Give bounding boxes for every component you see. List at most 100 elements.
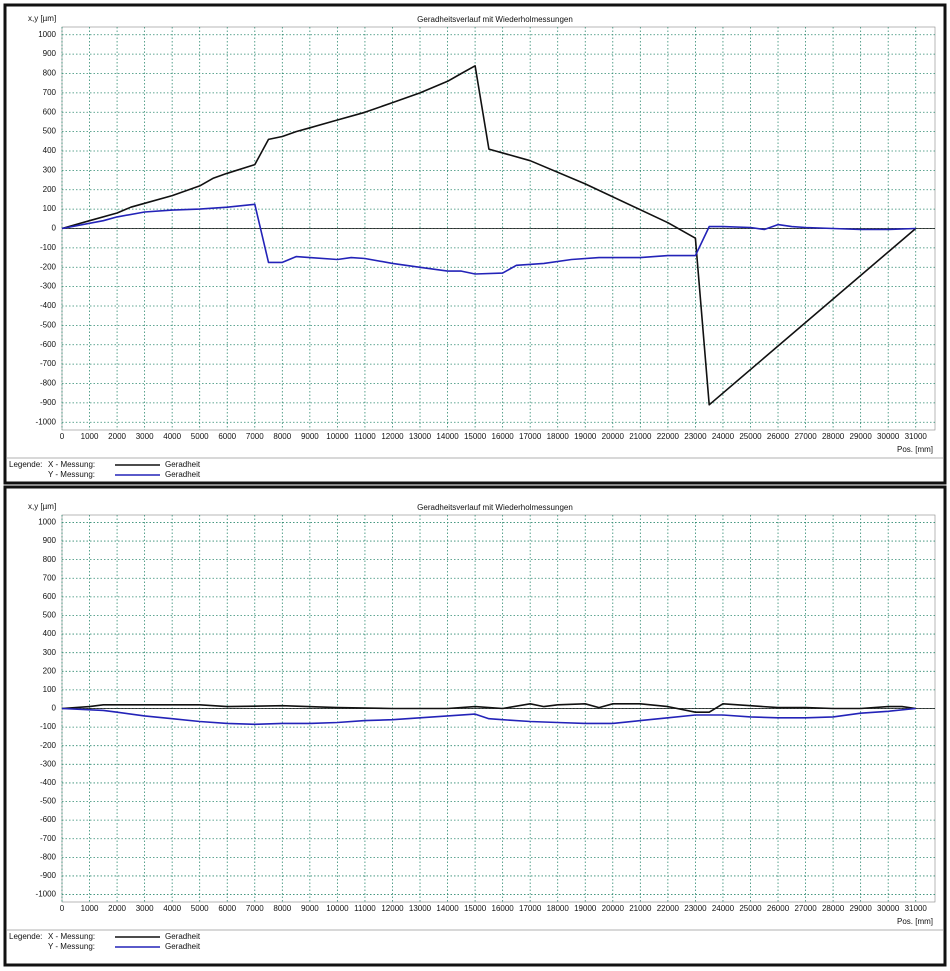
x-tick-label: 13000 [409, 432, 432, 441]
y-tick-label: 400 [43, 146, 57, 155]
x-tick-label: 26000 [767, 904, 790, 913]
x-tick-label: 24000 [712, 432, 735, 441]
x-tick-label: 5000 [191, 904, 209, 913]
y-tick-label: -200 [40, 262, 57, 271]
x-tick-label: 30000 [877, 904, 900, 913]
x-tick-label: 21000 [629, 904, 652, 913]
x-tick-label: 18000 [547, 904, 570, 913]
y-tick-label: -300 [40, 759, 57, 768]
y-tick-label: 600 [43, 107, 57, 116]
data-line [61, 65, 917, 406]
legend-title: Legende: [9, 932, 42, 941]
x-tick-label: 25000 [739, 432, 762, 441]
x-tick-label: 30000 [877, 432, 900, 441]
x-tick-label: 14000 [436, 904, 459, 913]
y-tick-label: -700 [40, 834, 57, 843]
x-tick-label: 31000 [905, 904, 928, 913]
y-tick-label: -700 [40, 359, 57, 368]
x-tick-label: 28000 [822, 432, 845, 441]
y-tick-label: 0 [52, 224, 57, 233]
y-tick-label: 200 [43, 185, 57, 194]
x-tick-label: 22000 [657, 432, 680, 441]
legend-label: Geradheit [165, 942, 201, 951]
x-tick-label: 7000 [246, 432, 264, 441]
y-tick-label: 100 [43, 204, 57, 213]
x-tick-label: 27000 [794, 904, 817, 913]
y-tick-label: -100 [40, 243, 57, 252]
y-tick-label: -500 [40, 320, 57, 329]
legend-measurement: X - Messung: [48, 932, 95, 941]
x-tick-label: 3000 [136, 432, 154, 441]
x-tick-label: 16000 [492, 904, 515, 913]
legend-title: Legende: [9, 460, 42, 469]
y-tick-label: 100 [43, 685, 57, 694]
x-tick-label: 14000 [436, 432, 459, 441]
x-tick-label: 15000 [464, 904, 487, 913]
x-tick-label: 31000 [905, 432, 928, 441]
x-tick-label: 12000 [381, 904, 404, 913]
y-tick-label: 700 [43, 573, 57, 582]
x-tick-label: 2000 [108, 432, 126, 441]
x-tick-label: 17000 [519, 904, 542, 913]
y-tick-label: -600 [40, 815, 57, 824]
x-axis-label: Pos. [mm] [897, 445, 933, 454]
legend-measurement: Y - Messung: [48, 942, 95, 951]
y-tick-label: -400 [40, 778, 57, 787]
y-tick-label: 200 [43, 666, 57, 675]
y-tick-label: -600 [40, 340, 57, 349]
y-tick-label: 300 [43, 648, 57, 657]
x-tick-label: 28000 [822, 904, 845, 913]
x-tick-label: 23000 [684, 904, 707, 913]
x-tick-label: 11000 [354, 432, 376, 441]
x-tick-label: 4000 [163, 432, 181, 441]
y-axis-label: x,y [µm] [28, 14, 56, 23]
x-tick-label: 27000 [794, 432, 817, 441]
y-tick-label: 800 [43, 69, 57, 78]
x-tick-label: 29000 [850, 904, 873, 913]
x-tick-label: 6000 [218, 432, 236, 441]
y-tick-label: -100 [40, 722, 57, 731]
x-tick-label: 16000 [492, 432, 515, 441]
y-tick-label: -900 [40, 398, 57, 407]
x-tick-label: 18000 [547, 432, 570, 441]
x-tick-label: 26000 [767, 432, 790, 441]
x-tick-label: 19000 [574, 432, 597, 441]
y-tick-label: 900 [43, 49, 57, 58]
y-tick-label: -400 [40, 301, 57, 310]
y-tick-label: 500 [43, 127, 57, 136]
x-axis-label: Pos. [mm] [897, 917, 933, 926]
x-tick-label: 13000 [409, 904, 432, 913]
x-tick-label: 20000 [602, 432, 625, 441]
y-axis-label: x,y [µm] [28, 502, 56, 511]
x-tick-label: 19000 [574, 904, 597, 913]
y-tick-label: -800 [40, 379, 57, 388]
x-tick-label: 9000 [301, 904, 319, 913]
x-tick-label: 9000 [301, 432, 319, 441]
x-tick-label: 8000 [273, 432, 291, 441]
y-tick-label: 800 [43, 555, 57, 564]
x-tick-label: 29000 [850, 432, 873, 441]
y-tick-label: -900 [40, 871, 57, 880]
legend-label: Geradheit [165, 932, 201, 941]
data-line [61, 707, 916, 726]
y-tick-label: 1000 [38, 30, 56, 39]
x-tick-label: 7000 [246, 904, 264, 913]
y-tick-label: 600 [43, 592, 57, 601]
x-tick-label: 11000 [354, 904, 376, 913]
legend-measurement: Y - Messung: [48, 470, 95, 479]
x-tick-label: 24000 [712, 904, 735, 913]
x-tick-label: 10000 [326, 432, 349, 441]
x-tick-label: 0 [60, 904, 65, 913]
y-tick-label: -500 [40, 797, 57, 806]
y-tick-label: -1000 [36, 417, 57, 426]
x-tick-label: 2000 [108, 904, 126, 913]
x-tick-label: 20000 [602, 904, 625, 913]
x-tick-label: 1000 [81, 904, 99, 913]
x-tick-label: 6000 [218, 904, 236, 913]
legend-label: Geradheit [165, 460, 201, 469]
legend-measurement: X - Messung: [48, 460, 95, 469]
x-tick-label: 23000 [684, 432, 707, 441]
x-tick-label: 12000 [381, 432, 404, 441]
